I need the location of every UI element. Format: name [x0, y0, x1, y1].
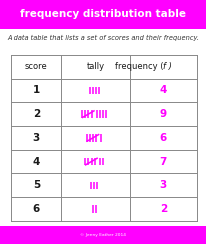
- Text: 3: 3: [33, 133, 40, 143]
- Text: 7: 7: [160, 157, 167, 167]
- Text: 5: 5: [33, 180, 40, 190]
- Text: f ): f ): [163, 62, 172, 71]
- Text: 6: 6: [33, 204, 40, 214]
- Text: 9: 9: [160, 109, 167, 119]
- Text: frequency (: frequency (: [115, 62, 163, 71]
- Text: 2: 2: [33, 109, 40, 119]
- Bar: [11, 55, 197, 221]
- Text: 4: 4: [160, 85, 167, 95]
- Text: frequency distribution table: frequency distribution table: [20, 10, 186, 19]
- Text: 3: 3: [160, 180, 167, 190]
- Text: 1: 1: [33, 85, 40, 95]
- Bar: [0, 226, 206, 244]
- Text: tally: tally: [87, 62, 105, 71]
- Text: 2: 2: [160, 204, 167, 214]
- Text: 6: 6: [160, 133, 167, 143]
- Bar: [0, 0, 206, 29]
- Text: A data table that lists a set of scores and their frequency.: A data table that lists a set of scores …: [7, 35, 199, 41]
- Text: 4: 4: [33, 157, 40, 167]
- Text: © Jenny Eather 2014: © Jenny Eather 2014: [80, 233, 126, 237]
- Text: score: score: [25, 62, 48, 71]
